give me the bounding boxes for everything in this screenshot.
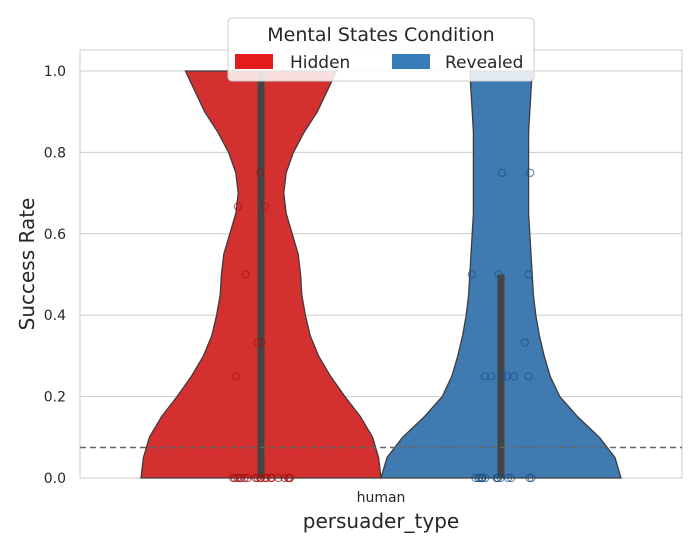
data-point	[467, 270, 476, 279]
data-point	[229, 473, 238, 483]
data-point	[253, 473, 262, 483]
data-point	[496, 473, 505, 483]
data-point	[231, 372, 240, 381]
x-tick-label: human	[357, 490, 406, 506]
data-point	[285, 473, 294, 483]
y-tick-label: 0.8	[44, 145, 66, 161]
data-point	[280, 473, 289, 483]
legend-label-hidden: Hidden	[290, 53, 350, 73]
data-point	[256, 168, 265, 177]
data-point	[257, 338, 266, 347]
data-point	[492, 473, 501, 483]
legend-title: Mental States Condition	[267, 24, 494, 46]
legend-label-revealed: Revealed	[445, 53, 523, 73]
data-point	[502, 372, 511, 381]
data-point	[260, 202, 269, 211]
legend-swatch-revealed	[392, 54, 430, 69]
data-point	[507, 473, 516, 483]
y-ticks: 0.0 0.2 0.4 0.6 0.8 1.0	[44, 64, 66, 487]
data-point	[256, 473, 265, 483]
data-point	[241, 270, 250, 279]
data-point	[487, 372, 496, 381]
data-point	[251, 473, 260, 483]
data-point	[497, 372, 506, 381]
y-tick-label: 1.0	[44, 64, 66, 80]
y-tick-label: 0.6	[44, 227, 66, 243]
legend-swatch-hidden	[235, 54, 273, 69]
data-point	[524, 270, 533, 279]
data-point	[497, 168, 507, 177]
data-point	[233, 473, 242, 483]
data-point	[236, 473, 245, 483]
data-point	[471, 473, 480, 483]
y-axis-label: Success Rate	[15, 198, 39, 331]
data-point	[527, 473, 536, 483]
y-tick-label: 0.2	[44, 390, 66, 406]
legend: Mental States Condition Hidden Revealed	[227, 17, 535, 82]
data-point	[253, 338, 262, 347]
y-tick-label: 0.0	[44, 471, 66, 487]
legend-box	[227, 17, 535, 82]
y-tick-label: 0.4	[44, 308, 66, 324]
data-point	[233, 202, 242, 211]
data-point	[480, 372, 489, 381]
data-point	[520, 338, 529, 347]
violins	[140, 70, 622, 483]
x-axis-label: persuader_type	[303, 509, 459, 533]
data-point	[494, 270, 503, 279]
data-point	[524, 372, 533, 381]
data-point	[474, 473, 483, 483]
data-point	[525, 473, 534, 483]
x-ticks: human	[357, 490, 406, 506]
data-point	[526, 168, 535, 177]
